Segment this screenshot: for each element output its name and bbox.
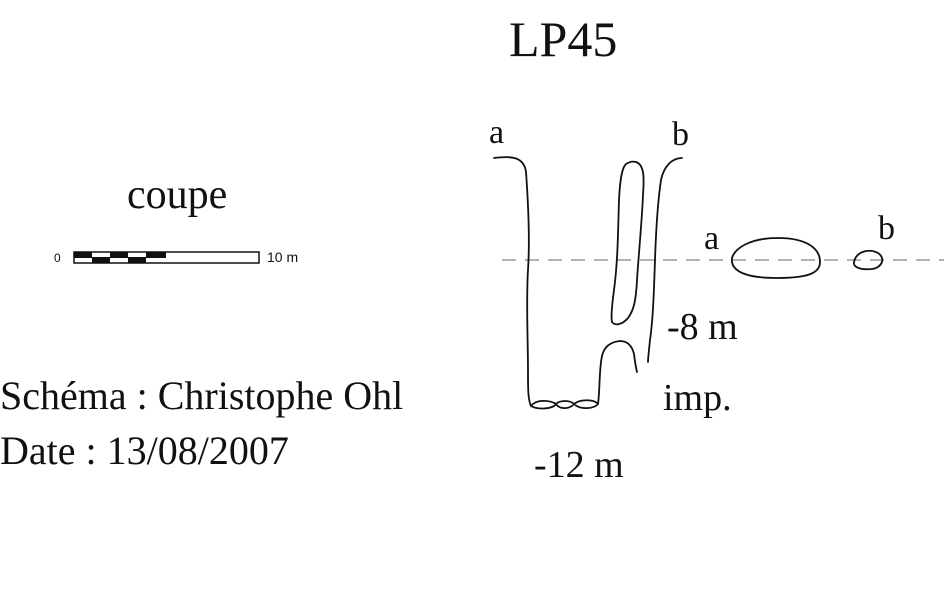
cave-section [493, 156, 683, 410]
plan-end-a-label: a [704, 220, 720, 257]
obstruction-label: imp. [663, 377, 732, 419]
entrance-a-outline [731, 237, 821, 279]
scale-end-label: 10 m [267, 249, 299, 265]
plan-view [731, 237, 884, 279]
section-end-b-label: b [672, 116, 689, 153]
left-wall [493, 156, 532, 407]
page-title: LP45 [509, 11, 618, 67]
right-wall [647, 157, 683, 363]
floor-blocks [530, 399, 599, 410]
author-credit: Schéma : Christophe Ohl [0, 373, 404, 418]
depth-mid-label: -8 m [667, 306, 738, 348]
scale-bar [73, 251, 260, 264]
plan-end-b-label: b [878, 210, 895, 247]
central-pillar [610, 160, 645, 326]
depth-max-label: -12 m [534, 444, 624, 486]
survey-date: Date : 13/08/2007 [0, 428, 289, 473]
section-label: coupe [127, 172, 228, 218]
inner-wall [597, 340, 638, 405]
scale-start-label: 0 [54, 251, 61, 265]
entrance-b-outline [853, 249, 884, 271]
section-end-a-label: a [489, 114, 505, 151]
